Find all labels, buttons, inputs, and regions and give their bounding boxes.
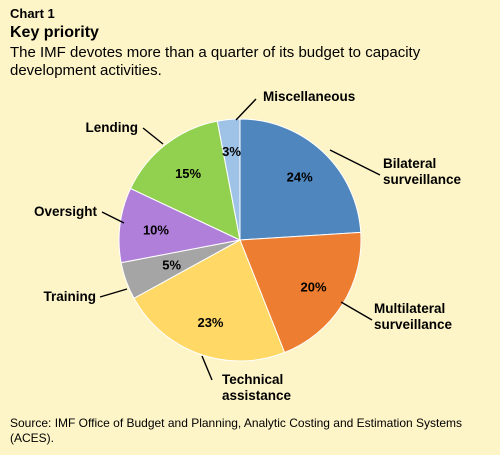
- value-label-oversight: 10%: [143, 222, 169, 237]
- value-label-training: 5%: [162, 258, 181, 273]
- value-label-multilateral-surveillance: 20%: [301, 280, 327, 295]
- slice-multilateral-surveillance: [239, 231, 362, 354]
- leader-line-oversight: [101, 211, 125, 224]
- leader-line-technical-assistance: [201, 355, 213, 381]
- leader-line-bilateral-surveillance: [329, 149, 381, 176]
- value-label-miscellaneous: 3%: [222, 144, 241, 159]
- category-label-technical-assistance: Technical assistance: [222, 372, 292, 403]
- slice-lending: [129, 120, 241, 241]
- category-label-miscellaneous: Miscellaneous: [263, 89, 355, 104]
- chart-number: Chart 1: [10, 6, 55, 21]
- slice-miscellaneous: [216, 118, 241, 241]
- category-label-training: Training: [43, 289, 96, 304]
- category-label-bilateral-surveillance: Bilateral surveillance: [383, 156, 462, 187]
- chart-title: Key priority: [10, 24, 99, 41]
- leader-line-multilateral-surveillance: [340, 301, 373, 321]
- category-label-multilateral-surveillance: Multilateral surveillance: [374, 301, 453, 332]
- value-label-bilateral-surveillance: 24%: [287, 169, 313, 184]
- value-label-lending: 15%: [175, 166, 201, 181]
- slice-technical-assistance: [133, 239, 286, 362]
- source-note: Source: IMF Office of Budget and Plannin…: [10, 416, 463, 445]
- category-label-lending: Lending: [86, 120, 139, 135]
- leader-line-training: [99, 288, 128, 298]
- slice-bilateral-surveillance: [239, 118, 362, 241]
- chart-subtitle: The IMF devotes more than a quarter of i…: [10, 44, 421, 79]
- category-label-oversight: Oversight: [34, 204, 98, 219]
- leader-line-lending: [142, 127, 164, 145]
- value-label-technical-assistance: 23%: [197, 315, 223, 330]
- slice-oversight: [118, 187, 242, 264]
- leader-line-miscellaneous: [235, 98, 257, 121]
